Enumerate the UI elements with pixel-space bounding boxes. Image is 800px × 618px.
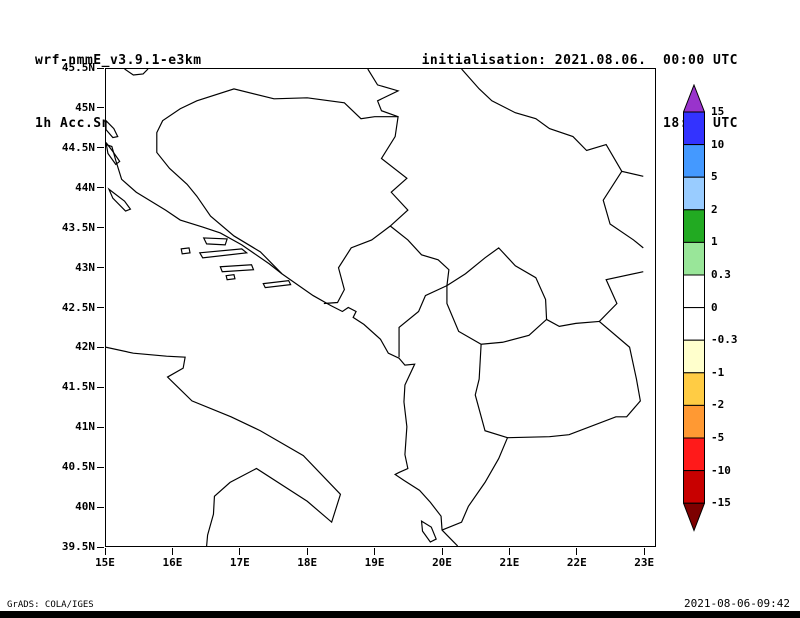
y-tick-mark [97, 107, 104, 109]
colorbar-segment [683, 404, 705, 439]
y-tick-label: 39.5N [61, 540, 95, 553]
border-montenegro-serbia [389, 225, 450, 286]
grads-credit: GrADS: COLA/IGES [7, 600, 94, 610]
colorbar-segment [683, 339, 705, 374]
y-tick-label: 45.5N [61, 61, 95, 74]
y-tick-mark [97, 546, 104, 548]
x-tick-label: 19E [364, 556, 385, 569]
colorbar-tick-label: 0 [711, 300, 718, 314]
colorbar-tick-label: 15 [711, 105, 725, 118]
border-bosnia [156, 88, 409, 305]
colorbar-tick-label: 10 [711, 137, 725, 151]
y-tick-label: 41N [75, 420, 95, 434]
colorbar-tick-label: 0.3 [711, 268, 731, 281]
colorbar-tick-label: -0.3 [711, 333, 738, 347]
y-tick-label: 41.5N [61, 380, 95, 394]
bottom-bar [0, 611, 800, 618]
x-tick-label: 15E [95, 556, 115, 569]
y-tick-mark [97, 466, 104, 468]
x-tick-mark [441, 548, 443, 555]
plot-frame [105, 68, 656, 547]
y-tick-label: 45N [75, 100, 95, 114]
map-outlines [106, 69, 644, 546]
y-tick-mark [97, 67, 104, 69]
y-tick-label: 44N [75, 180, 95, 194]
colorbar-tick-label: 5 [711, 170, 718, 184]
colorbar-segment [683, 241, 705, 276]
colorbar-tick-label: 2 [711, 202, 718, 216]
y-tick-label: 43.5N [61, 220, 95, 234]
colorbar-segment [683, 470, 705, 504]
border-slovenia-croatia [124, 69, 149, 76]
x-tick-mark [239, 548, 241, 555]
colorbar-arrow-up [683, 84, 705, 113]
colorbar-arrow-down [683, 502, 705, 532]
border-albania-greece [441, 437, 509, 531]
y-tick-label: 40N [75, 500, 95, 514]
y-tick-mark [97, 187, 104, 189]
border-macedonia-albania [474, 344, 508, 439]
x-tick-label: 18E [297, 556, 318, 569]
colorbar-segment [683, 437, 705, 472]
colorbar [683, 84, 705, 532]
colorbar-tick-label: -15 [711, 496, 731, 510]
y-tick-label: 40.5N [61, 460, 95, 474]
x-tick-mark [171, 548, 173, 555]
x-tick-label: 23E [634, 556, 655, 569]
colorbar-tick-label: -5 [711, 431, 725, 444]
x-tick-mark [374, 548, 376, 555]
border-montenegro-albania [398, 285, 448, 358]
colorbar-segment [683, 111, 705, 146]
colorbar-tick-label: -10 [711, 463, 731, 477]
coastline-italy [106, 346, 342, 546]
coastline-east-adriatic [106, 143, 459, 546]
y-tick-label: 43N [75, 260, 95, 274]
x-tick-label: 22E [566, 556, 587, 569]
x-tick-label: 17E [229, 556, 250, 569]
creation-timestamp: 2021-08-06-09:42 [684, 597, 790, 610]
y-tick-mark [97, 307, 104, 308]
border-serbia-macedonia [546, 318, 600, 328]
border-kosovo [446, 247, 548, 345]
colorbar-segment [683, 176, 705, 211]
colorbar-tick-label: -1 [711, 365, 725, 379]
model-title: wrf-nmmE_v3.9.1-e3km [35, 53, 202, 68]
y-tick-label: 42N [75, 340, 95, 354]
x-tick-label: 20E [432, 556, 452, 569]
y-tick-mark [97, 147, 104, 149]
x-tick-mark [306, 548, 308, 555]
colorbar-segment [683, 209, 705, 243]
x-tick-label: 16E [162, 556, 183, 569]
border-serbia-romania-bulgaria [461, 69, 644, 439]
x-tick-mark [643, 548, 645, 555]
colorbar-segment [683, 144, 705, 178]
x-tick-label: 21E [499, 556, 520, 569]
colorbar-tick-label: -2 [711, 398, 725, 412]
colorbar-segment [683, 372, 705, 406]
islands-adriatic [106, 119, 437, 543]
y-tick-mark [97, 386, 104, 388]
x-tick-mark [576, 548, 578, 555]
y-tick-mark [97, 346, 104, 348]
x-tick-mark [508, 548, 510, 555]
x-tick-mark [104, 548, 106, 555]
y-tick-label: 44.5N [61, 140, 95, 154]
border-croatia-serbia-danube [367, 69, 400, 118]
y-tick-mark [97, 426, 104, 428]
colorbar-segment [683, 307, 705, 341]
y-tick-mark [97, 267, 104, 269]
colorbar-tick-label: 1 [711, 235, 718, 249]
y-tick-mark [97, 506, 104, 508]
colorbar-segment [683, 274, 705, 309]
y-tick-label: 42.5N [61, 300, 95, 314]
y-tick-mark [97, 227, 104, 229]
init-time-text: initialisation: 2021.08.06. 00:00 UTC [421, 53, 738, 68]
